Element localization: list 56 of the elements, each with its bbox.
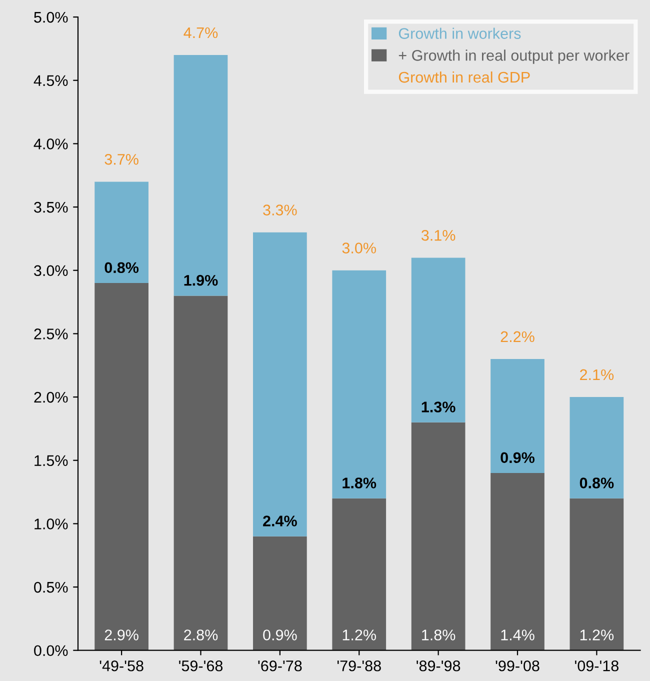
total-label: 2.1% (580, 369, 614, 380)
data-label: 0.9% (263, 630, 297, 640)
x-tick-label: '79-'88 (337, 660, 381, 672)
bar (570, 397, 624, 498)
data-label: 1.2% (580, 630, 614, 640)
y-tick-label: 1.0% (34, 518, 68, 530)
bar (490, 473, 544, 650)
data-label: 2.8% (184, 630, 218, 640)
data-label: 2.9% (104, 630, 138, 640)
y-tick-label: 3.0% (34, 265, 68, 276)
y-tick-label: 0.0% (34, 645, 68, 656)
data-label: 1.2% (342, 630, 376, 640)
data-label: 0.8% (104, 262, 139, 274)
y-tick-label: 0.5% (34, 582, 68, 593)
bar (490, 359, 544, 474)
x-tick-label: '69-'78 (258, 660, 302, 672)
bar (253, 232, 307, 536)
data-label: 1.8% (342, 478, 376, 488)
bar (411, 258, 466, 422)
x-tick-label: '99-'08 (496, 660, 540, 672)
bar (94, 182, 148, 284)
total-label: 3.1% (421, 230, 456, 241)
data-label: 1.4% (501, 630, 534, 640)
bar (253, 536, 307, 650)
x-tick-label: '49-'58 (100, 660, 144, 672)
data-label: 1.8% (422, 630, 456, 640)
bar (570, 498, 624, 650)
bar (411, 422, 466, 650)
total-label: 3.3% (263, 204, 297, 216)
data-label: 1.9% (184, 274, 218, 286)
legend-label: + Growth in real output per worker (398, 50, 630, 64)
bar (174, 55, 228, 296)
x-tick-label: '59-'68 (179, 660, 223, 672)
y-tick-label: 4.5% (34, 75, 68, 86)
data-label: 0.8% (580, 478, 614, 488)
annotation: Growth in real GDP (398, 71, 530, 83)
total-label: 3.0% (342, 242, 376, 254)
y-tick-label: 3.5% (34, 202, 68, 213)
y-tick-label: 5.0% (34, 12, 68, 23)
total-label: 2.2% (500, 331, 534, 342)
x-tick-label: '09-'18 (575, 660, 618, 672)
bar (94, 283, 148, 650)
y-tick-label: 2.0% (34, 392, 68, 403)
data-label: 1.3% (422, 402, 456, 412)
y-tick-label: 4.0% (34, 138, 68, 150)
bar (174, 296, 228, 650)
total-label: 4.7% (184, 27, 218, 38)
total-label: 3.7% (104, 154, 138, 165)
legend-label: Growth in workers (398, 28, 521, 39)
y-tick-label: 1.5% (34, 455, 68, 466)
bar (332, 270, 386, 498)
bar (332, 498, 386, 650)
data-label: 2.4% (263, 516, 297, 526)
x-tick-label: '89-'98 (416, 660, 460, 672)
data-label: 0.9% (500, 452, 535, 464)
y-tick-label: 2.5% (34, 328, 68, 340)
